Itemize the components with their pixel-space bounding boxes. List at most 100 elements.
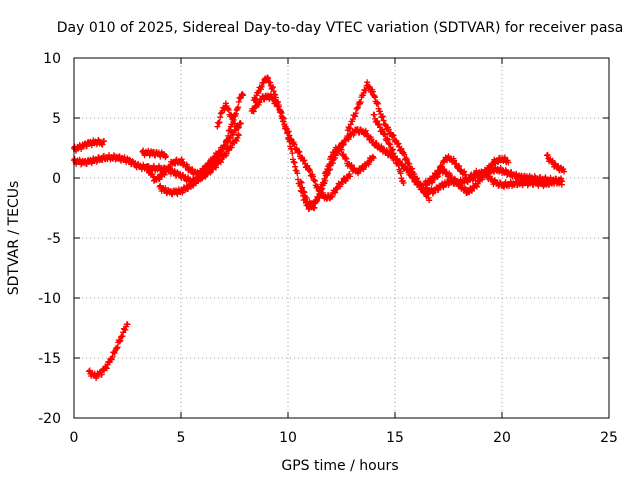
data-point [486,169,488,172]
data-point [445,156,448,159]
data-point [299,181,302,184]
data-point [205,165,208,167]
data-point [158,153,161,155]
data-point [297,151,300,154]
data-point [158,167,161,170]
y-tick-label: -20 [38,411,61,427]
data-point [496,168,499,171]
data-point [265,76,268,79]
data-point [150,151,152,154]
data-point [372,114,375,117]
data-point [432,190,435,193]
data-point [240,121,242,124]
data-point [347,136,349,139]
grid [74,58,609,418]
data-point [278,107,281,110]
data-points [71,74,568,382]
x-tick-label: 15 [386,430,404,446]
data-point [347,162,349,165]
data-point [402,184,405,187]
data-point [237,135,240,137]
data-point [475,184,478,187]
data-point [464,179,467,182]
data-point [126,159,129,161]
data-point [424,183,426,185]
data-point [389,154,392,157]
data-point [180,190,182,193]
data-point [518,175,521,178]
data-point [501,157,503,160]
data-point [304,162,307,165]
data-point [402,153,405,155]
data-point [141,151,144,154]
x-axis-label: GPS time / hours [281,458,398,474]
data-point [113,351,116,353]
data-point [310,173,313,176]
data-point [154,179,157,182]
data-point [103,142,105,145]
data-point [458,167,461,170]
data-point [188,168,191,171]
data-point [171,161,174,164]
data-point [391,150,394,153]
data-point [272,88,274,91]
data-point [385,126,388,129]
data-point [342,179,345,182]
series-arc-03 [86,321,131,382]
data-point [379,126,381,129]
data-point [299,189,302,191]
data-point [428,197,431,200]
data-point [338,145,341,148]
series-arc-15 [462,164,565,186]
data-point [222,155,225,158]
data-point [229,113,232,116]
data-point [441,184,443,187]
data-point [554,165,557,167]
data-point [235,109,238,112]
data-point [492,161,495,164]
data-point [507,172,510,175]
data-point [428,180,431,183]
data-point [240,94,242,97]
data-point [231,143,234,146]
data-point [546,155,548,158]
data-point [507,160,510,163]
x-tick-label: 20 [493,430,511,446]
data-point [212,162,215,165]
y-axis-label: SDTVAR / TECUs [6,181,22,296]
data-point [107,363,110,365]
data-point [88,142,90,145]
data-point [259,87,262,89]
data-point [269,95,272,98]
data-point [250,111,253,113]
data-point [96,141,99,143]
data-point [372,155,375,158]
data-point [353,114,356,117]
data-point [94,375,97,377]
data-point [359,99,362,101]
point-markers [139,147,169,161]
x-tick-label: 5 [177,430,186,446]
data-point [394,138,396,141]
series-arc-04 [139,147,169,161]
data-point [332,160,334,163]
data-point [458,184,461,187]
series-arc-14 [426,153,469,185]
data-point [385,137,388,140]
data-point [528,177,531,179]
data-point [539,178,542,181]
x-tick-label: 0 [70,430,79,446]
data-point [145,166,148,169]
y-tick-label: 5 [52,111,61,127]
data-point [105,156,107,159]
data-point [165,154,167,157]
data-point [475,175,478,178]
data-point [252,100,255,103]
series-arc-01 [71,136,107,154]
data-point [306,201,309,203]
data-point [201,174,204,177]
data-point [242,93,244,95]
data-point [79,145,82,148]
data-point [347,130,349,133]
data-point [319,191,321,194]
